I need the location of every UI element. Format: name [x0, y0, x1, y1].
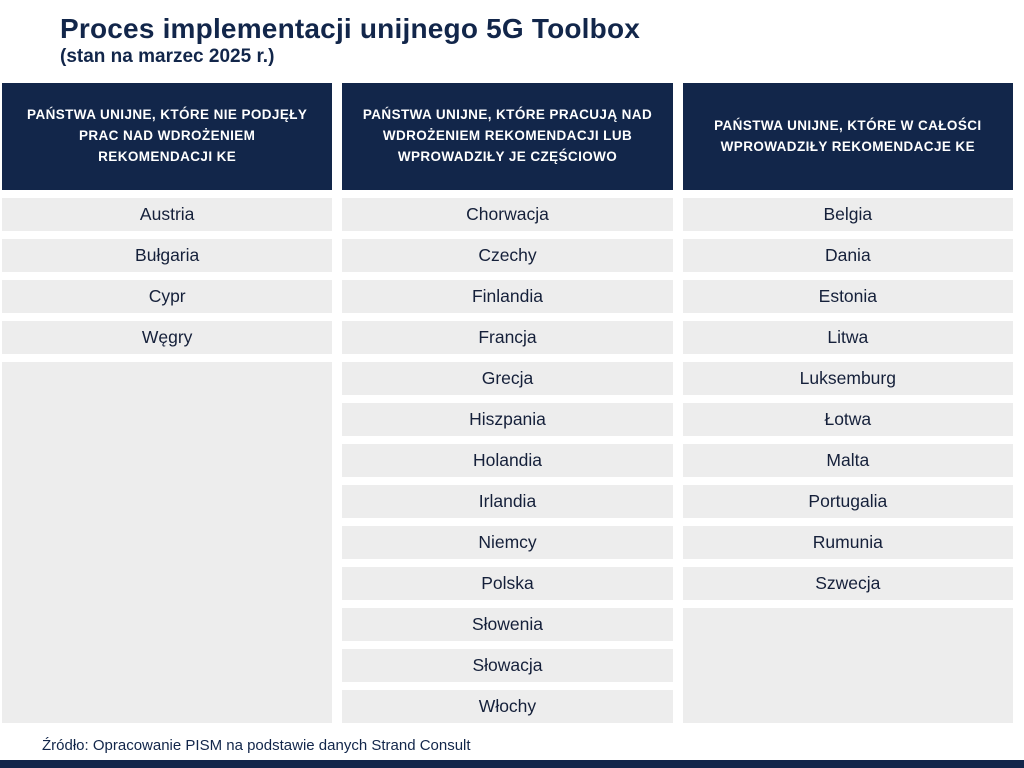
column-header: PAŃSTWA UNIJNE, KTÓRE NIE PODJĘŁY PRAC N… — [2, 83, 333, 191]
country-cell: Niemcy — [342, 526, 673, 560]
country-cell: Dania — [682, 239, 1013, 273]
page-subtitle: (stan na marzec 2025 r.) — [60, 46, 275, 68]
empty-cell-block — [2, 362, 333, 724]
country-cell: Chorwacja — [342, 198, 673, 232]
country-cell: Węgry — [2, 321, 333, 355]
country-cell: Czechy — [342, 239, 673, 273]
country-cell: Holandia — [342, 444, 673, 478]
bottom-accent-bar — [0, 760, 1024, 768]
column-header: PAŃSTWA UNIJNE, KTÓRE W CAŁOŚCI WPROWADZ… — [682, 83, 1013, 191]
source-note: Źródło: Opracowanie PISM na podstawie da… — [42, 737, 471, 754]
page-title: Proces implementacji unijnego 5G Toolbox — [60, 13, 641, 44]
implementation-status-table: PAŃSTWA UNIJNE, KTÓRE NIE PODJĘŁY PRAC N… — [2, 83, 1013, 724]
column-header: PAŃSTWA UNIJNE, KTÓRE PRACUJĄ NAD WDROŻE… — [342, 83, 673, 191]
country-cell: Włochy — [342, 690, 673, 724]
country-cell: Austria — [2, 198, 333, 232]
country-cell: Irlandia — [342, 485, 673, 519]
country-cell: Francja — [342, 321, 673, 355]
country-cell: Litwa — [682, 321, 1013, 355]
country-cell: Luksemburg — [682, 362, 1013, 396]
country-cell: Słowacja — [342, 649, 673, 683]
country-cell: Rumunia — [682, 526, 1013, 560]
country-cell: Estonia — [682, 280, 1013, 314]
country-cell: Polska — [342, 567, 673, 601]
country-cell: Łotwa — [682, 403, 1013, 437]
country-cell: Cypr — [2, 280, 333, 314]
table-column-2: PAŃSTWA UNIJNE, KTÓRE PRACUJĄ NAD WDROŻE… — [342, 83, 673, 724]
country-cell: Słowenia — [342, 608, 673, 642]
table-column-3: PAŃSTWA UNIJNE, KTÓRE W CAŁOŚCI WPROWADZ… — [682, 83, 1013, 724]
title-block: Proces implementacji unijnego 5G Toolbox… — [0, 0, 1024, 68]
country-cell: Bułgaria — [2, 239, 333, 273]
country-cell: Finlandia — [342, 280, 673, 314]
country-cell: Belgia — [682, 198, 1013, 232]
country-cell: Szwecja — [682, 567, 1013, 601]
table-column-1: PAŃSTWA UNIJNE, KTÓRE NIE PODJĘŁY PRAC N… — [2, 83, 333, 724]
country-cell: Hiszpania — [342, 403, 673, 437]
country-cell: Malta — [682, 444, 1013, 478]
country-cell: Portugalia — [682, 485, 1013, 519]
country-cell: Grecja — [342, 362, 673, 396]
empty-cell-block — [682, 608, 1013, 724]
